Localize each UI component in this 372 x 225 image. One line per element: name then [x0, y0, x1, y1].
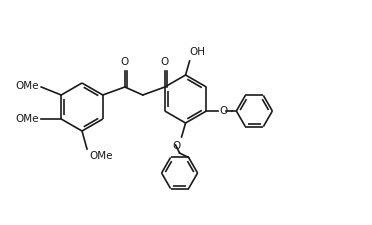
Text: OMe: OMe [16, 114, 39, 124]
Text: OMe: OMe [16, 81, 39, 91]
Text: OMe: OMe [89, 151, 112, 161]
Text: O: O [219, 106, 228, 116]
Text: O: O [121, 57, 129, 67]
Text: OH: OH [190, 47, 206, 57]
Text: O: O [161, 57, 169, 67]
Text: O: O [172, 141, 180, 151]
